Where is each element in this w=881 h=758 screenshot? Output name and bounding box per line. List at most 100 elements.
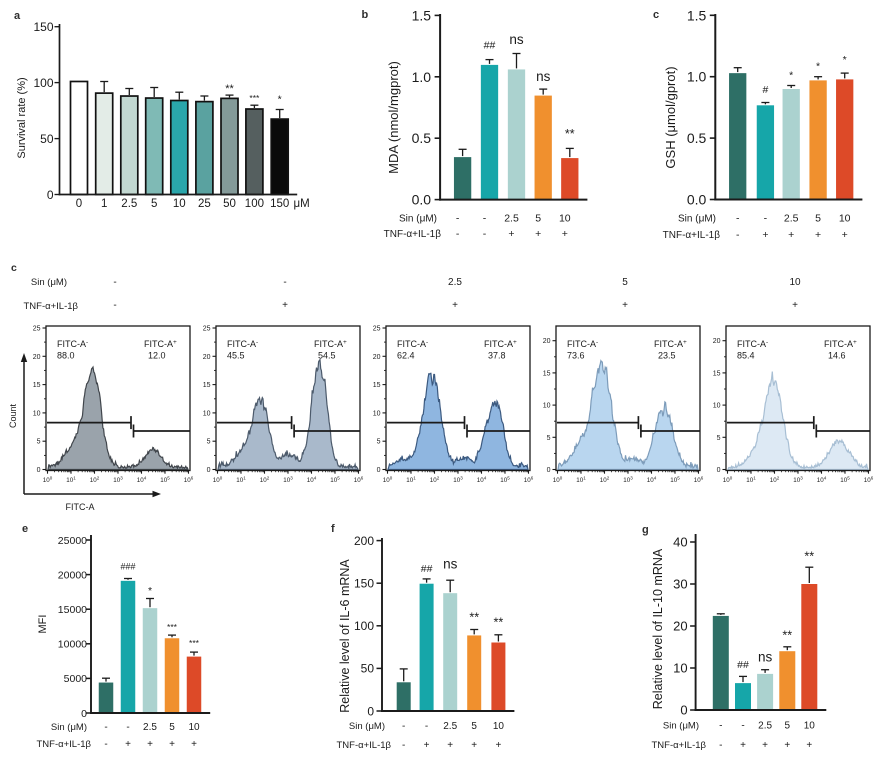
svg-text:0: 0	[680, 703, 687, 718]
svg-text:**: **	[804, 550, 814, 564]
svg-text:0: 0	[37, 467, 41, 474]
svg-text:-: -	[736, 229, 740, 241]
svg-text:FITC-A-: FITC-A-	[57, 339, 88, 349]
svg-text:MFI: MFI	[37, 615, 49, 634]
svg-text:FITC-A+: FITC-A+	[314, 339, 347, 349]
svg-text:**: **	[565, 127, 575, 141]
svg-text:200: 200	[354, 534, 374, 548]
svg-text:TNF-α+IL-1β: TNF-α+IL-1β	[663, 230, 721, 241]
svg-text:FITC-A+: FITC-A+	[484, 339, 517, 349]
svg-text:1.5: 1.5	[412, 7, 432, 23]
svg-text:MDA (nmol/mgprot): MDA (nmol/mgprot)	[386, 61, 401, 174]
svg-text:+: +	[191, 739, 197, 750]
svg-text:5: 5	[547, 435, 551, 442]
svg-text:Sin (μM): Sin (μM)	[678, 214, 716, 225]
svg-text:**: **	[782, 628, 792, 642]
svg-text:+: +	[762, 229, 768, 241]
svg-text:-: -	[113, 300, 116, 311]
svg-text:12.0: 12.0	[148, 351, 166, 361]
svg-text:104: 104	[647, 476, 657, 485]
svg-text:105: 105	[330, 476, 340, 485]
svg-text:Relative level of IL-10 mRNA: Relative level of IL-10 mRNA	[651, 548, 665, 709]
svg-text:25: 25	[33, 326, 41, 333]
svg-text:FITC-A-: FITC-A-	[397, 339, 428, 349]
svg-text:FITC-A: FITC-A	[66, 502, 95, 512]
svg-text:105: 105	[160, 476, 170, 485]
svg-text:103: 103	[113, 476, 123, 485]
svg-text:20: 20	[373, 354, 381, 361]
svg-text:40: 40	[673, 535, 687, 550]
svg-text:TNF-α+IL-1β: TNF-α+IL-1β	[651, 740, 706, 751]
svg-text:GSH (μmol/gprot): GSH (μmol/gprot)	[663, 66, 678, 168]
svg-text:+: +	[169, 739, 175, 750]
svg-text:10000: 10000	[58, 639, 87, 651]
svg-text:150: 150	[270, 198, 289, 210]
svg-text:+: +	[815, 229, 821, 241]
svg-text:103: 103	[793, 476, 803, 485]
svg-text:*: *	[148, 585, 152, 597]
svg-text:102: 102	[90, 476, 100, 485]
svg-text:10: 10	[789, 277, 801, 288]
svg-text:102: 102	[430, 476, 440, 485]
svg-text:10: 10	[373, 410, 381, 417]
svg-text:10: 10	[203, 410, 211, 417]
svg-text:+: +	[792, 300, 798, 311]
svg-text:5: 5	[37, 439, 41, 446]
svg-text:73.6: 73.6	[567, 351, 585, 361]
svg-text:+: +	[125, 739, 131, 750]
svg-text:88.0: 88.0	[57, 351, 75, 361]
svg-text:15000: 15000	[58, 604, 87, 616]
svg-text:*: *	[278, 94, 282, 106]
svg-text:##: ##	[737, 659, 749, 671]
svg-text:150: 150	[33, 20, 53, 34]
svg-text:+: +	[471, 740, 477, 751]
svg-text:15: 15	[543, 370, 551, 377]
svg-text:10: 10	[839, 213, 851, 225]
svg-text:-: -	[719, 721, 722, 732]
svg-text:a: a	[14, 10, 21, 22]
svg-text:-: -	[483, 228, 487, 240]
svg-text:5: 5	[207, 439, 211, 446]
svg-text:20: 20	[543, 338, 551, 345]
svg-text:+: +	[508, 228, 514, 240]
svg-text:Sin (μM): Sin (μM)	[349, 721, 385, 732]
svg-text:105: 105	[670, 476, 680, 485]
svg-text:*: *	[843, 54, 847, 66]
svg-text:-: -	[456, 213, 460, 225]
svg-text:-: -	[425, 721, 428, 732]
svg-text:0.0: 0.0	[412, 192, 432, 208]
svg-text:+: +	[452, 300, 458, 311]
svg-text:+: +	[147, 739, 153, 750]
svg-text:50: 50	[223, 198, 236, 210]
svg-text:Relative level of IL-6 mRNA: Relative level of IL-6 mRNA	[338, 559, 352, 713]
svg-text:102: 102	[600, 476, 610, 485]
svg-text:-: -	[104, 722, 107, 733]
svg-text:104: 104	[817, 476, 827, 485]
svg-text:-: -	[736, 213, 740, 225]
svg-text:100: 100	[553, 476, 563, 485]
svg-text:FITC-A+: FITC-A+	[654, 339, 687, 349]
svg-text:c: c	[11, 262, 17, 274]
svg-text:15: 15	[713, 370, 721, 377]
svg-text:0: 0	[47, 188, 54, 202]
svg-text:5: 5	[717, 435, 721, 442]
svg-text:ns: ns	[536, 69, 551, 84]
svg-text:106: 106	[184, 476, 194, 485]
svg-text:FITC-A+: FITC-A+	[824, 339, 857, 349]
svg-text:Sin (μM): Sin (μM)	[51, 722, 87, 733]
svg-text:+: +	[622, 300, 628, 311]
svg-text:-: -	[126, 722, 129, 733]
svg-text:0.0: 0.0	[687, 192, 707, 208]
svg-text:5: 5	[377, 439, 381, 446]
svg-text:-: -	[456, 228, 460, 240]
svg-text:***: ***	[189, 638, 200, 648]
svg-text:25: 25	[198, 198, 211, 210]
svg-text:2.5: 2.5	[784, 213, 799, 225]
svg-text:+: +	[535, 228, 541, 240]
svg-text:23.5: 23.5	[658, 351, 676, 361]
svg-text:10: 10	[493, 721, 505, 732]
svg-text:15: 15	[33, 382, 41, 389]
svg-text:###: ###	[120, 562, 135, 572]
svg-text:25000: 25000	[58, 535, 87, 547]
svg-text:105: 105	[500, 476, 510, 485]
